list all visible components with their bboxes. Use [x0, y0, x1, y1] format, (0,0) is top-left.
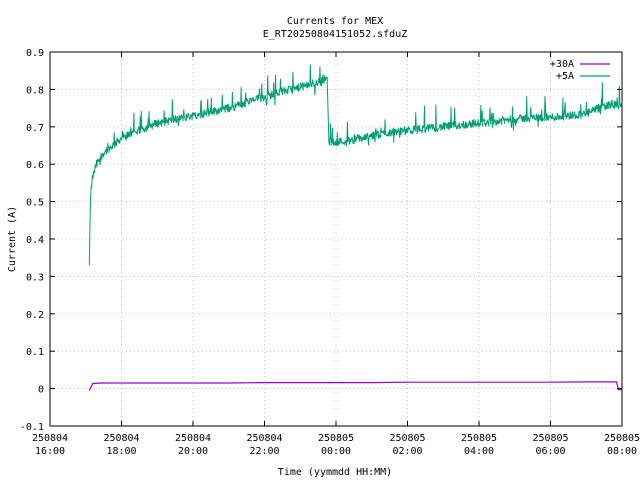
- y-tick-label: -0.1: [20, 422, 44, 433]
- x-tick-date-label: 250805: [604, 433, 640, 444]
- x-tick-labels: 250804 16:00 250804 18:00 250804 20:00 250804 2…: [32, 433, 640, 457]
- x-tick-date-label: 250805: [532, 433, 568, 444]
- y-tick-label: 0.2: [26, 310, 44, 321]
- chart-title: Currents for MEX: [287, 16, 383, 27]
- x-tick-time-label: 18:00: [106, 446, 136, 457]
- x-tick-date-label: 250805: [318, 433, 354, 444]
- y-tick-label: 0.3: [26, 272, 44, 283]
- y-tick-labels: -0.1 0 0.1 0.2 0.3 0.4 0.5 0.6 0.7 0.8 0.9: [20, 48, 44, 433]
- legend: +30A+5A: [550, 59, 610, 82]
- x-tick-time-label: 08:00: [607, 446, 637, 457]
- y-tick-label: 0.8: [26, 85, 44, 96]
- x-axis-label: Time (yymmdd HH:MM): [278, 467, 392, 478]
- x-tick-time-label: 06:00: [535, 446, 565, 457]
- y-tick-label: 0.5: [26, 198, 44, 209]
- legend-label: +5A: [556, 71, 574, 82]
- tick-layer: [49, 51, 623, 427]
- x-tick-time-label: 20:00: [178, 446, 208, 457]
- x-tick-date-label: 250804: [32, 433, 68, 444]
- x-tick-date-label: 250804: [103, 433, 139, 444]
- y-tick-label: 0.1: [26, 347, 44, 358]
- x-tick-date-label: 250805: [461, 433, 497, 444]
- series-layer: [88, 64, 623, 391]
- x-tick-time-label: 16:00: [35, 446, 65, 457]
- x-tick-time-label: 22:00: [249, 446, 279, 457]
- grid-layer: [50, 52, 622, 426]
- y-axis-label: Current (A): [7, 206, 18, 272]
- y-tick-label: 0.9: [26, 48, 44, 59]
- x-tick-date-label: 250805: [389, 433, 425, 444]
- x-tick-date-label: 250804: [175, 433, 211, 444]
- series-line-5a: [88, 64, 623, 266]
- x-tick-date-label: 250804: [246, 433, 282, 444]
- y-tick-label: 0.4: [26, 235, 44, 246]
- y-tick-label: 0.6: [26, 160, 44, 171]
- x-tick-time-label: 00:00: [321, 446, 351, 457]
- x-tick-time-label: 02:00: [392, 446, 422, 457]
- legend-label: +30A: [550, 59, 574, 70]
- x-tick-time-label: 04:00: [464, 446, 494, 457]
- chart-subtitle: E_RT20250804151052.sfduZ: [263, 29, 408, 40]
- series-line-30a: [88, 381, 622, 391]
- y-tick-label: 0.7: [26, 123, 44, 134]
- y-tick-label: 0: [38, 385, 44, 396]
